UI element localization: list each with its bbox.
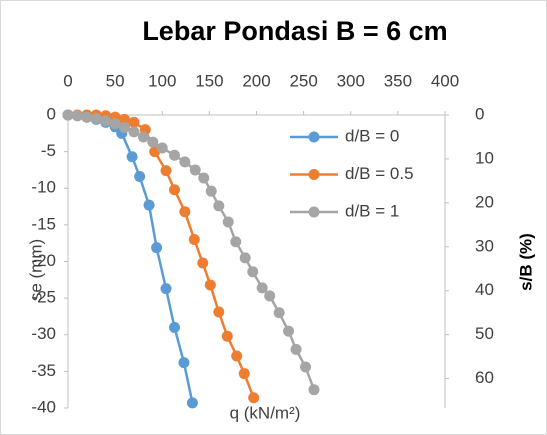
legend-marker	[308, 169, 320, 180]
data-point	[213, 200, 225, 212]
data-point	[300, 361, 312, 373]
data-point	[134, 171, 146, 183]
chart-title: Lebar Pondasi B = 6 cm	[142, 16, 447, 46]
data-point	[231, 350, 243, 362]
x-tick-label: 350	[384, 71, 412, 90]
data-point	[189, 164, 201, 176]
data-point	[264, 290, 276, 302]
data-point	[128, 116, 140, 128]
data-point	[160, 165, 172, 177]
x-tick-label: 250	[289, 71, 317, 90]
data-point	[156, 142, 168, 154]
data-point	[119, 121, 131, 133]
data-point	[239, 252, 251, 264]
y2-tick-label: 10	[475, 148, 494, 167]
data-point	[179, 156, 191, 168]
data-point	[204, 279, 216, 291]
data-point	[81, 111, 93, 123]
data-point	[290, 343, 302, 355]
data-point	[197, 257, 209, 269]
data-point	[147, 136, 159, 148]
data-point	[90, 113, 102, 125]
x-tick-label: 100	[148, 71, 176, 90]
legend-label: d/B = 0.5	[345, 164, 414, 183]
data-point	[221, 330, 233, 342]
data-point	[71, 110, 83, 122]
data-point	[273, 307, 285, 319]
y-tick-label: -25	[31, 288, 56, 307]
data-point	[238, 368, 250, 380]
y2-tick-label: 40	[475, 280, 494, 299]
data-point	[128, 126, 140, 138]
x-tick-label: 300	[337, 71, 365, 90]
data-point	[119, 113, 131, 125]
data-point	[222, 216, 234, 228]
data-point	[256, 282, 268, 294]
data-point	[283, 325, 295, 337]
y-tick-label: -40	[31, 397, 56, 416]
y2-axis-title: s/B (%)	[516, 233, 535, 291]
data-point	[137, 131, 149, 143]
data-point	[213, 306, 225, 318]
data-point	[62, 109, 74, 121]
legend-marker	[308, 131, 320, 143]
y2-tick-label: 20	[475, 192, 494, 211]
y2-tick-label: 50	[475, 324, 494, 343]
y-tick-label: -20	[31, 251, 56, 270]
y-tick-label: -10	[31, 178, 56, 197]
data-point	[186, 397, 198, 409]
y-tick-label: -35	[31, 361, 56, 380]
x-tick-label: 50	[106, 71, 125, 90]
data-point	[205, 185, 217, 197]
data-point	[143, 199, 155, 211]
data-point	[169, 184, 181, 196]
legend-marker	[308, 206, 320, 218]
data-point	[109, 118, 121, 130]
data-point	[230, 236, 242, 248]
data-point	[169, 321, 181, 333]
y2-tick-label: 30	[475, 236, 494, 255]
legend-label: d/B = 0	[345, 126, 399, 145]
data-point	[160, 283, 172, 295]
data-point	[198, 172, 210, 184]
data-point	[308, 384, 320, 396]
data-point	[151, 242, 163, 254]
data-point	[126, 151, 138, 163]
y-tick-label: -5	[41, 141, 56, 160]
data-point	[248, 392, 260, 404]
data-point	[100, 115, 112, 127]
x-tick-label: 200	[242, 71, 270, 90]
data-point	[178, 357, 190, 369]
y2-tick-label: 0	[475, 104, 484, 123]
x-tick-label: 0	[63, 71, 72, 90]
x-axis-title: q (kN/m²)	[230, 403, 301, 422]
x-tick-label: 400	[431, 71, 459, 90]
y2-tick-label: 60	[475, 368, 494, 387]
data-point	[179, 206, 191, 218]
legend-label: d/B = 1	[345, 201, 399, 220]
y-tick-label: -30	[31, 324, 56, 343]
data-point	[247, 266, 259, 278]
x-tick-label: 150	[195, 71, 223, 90]
data-point	[169, 149, 181, 161]
data-point	[188, 234, 200, 246]
y-axis-title: se (mm)	[26, 239, 45, 301]
y-tick-label: 0	[47, 104, 56, 123]
y-tick-label: -15	[31, 214, 56, 233]
